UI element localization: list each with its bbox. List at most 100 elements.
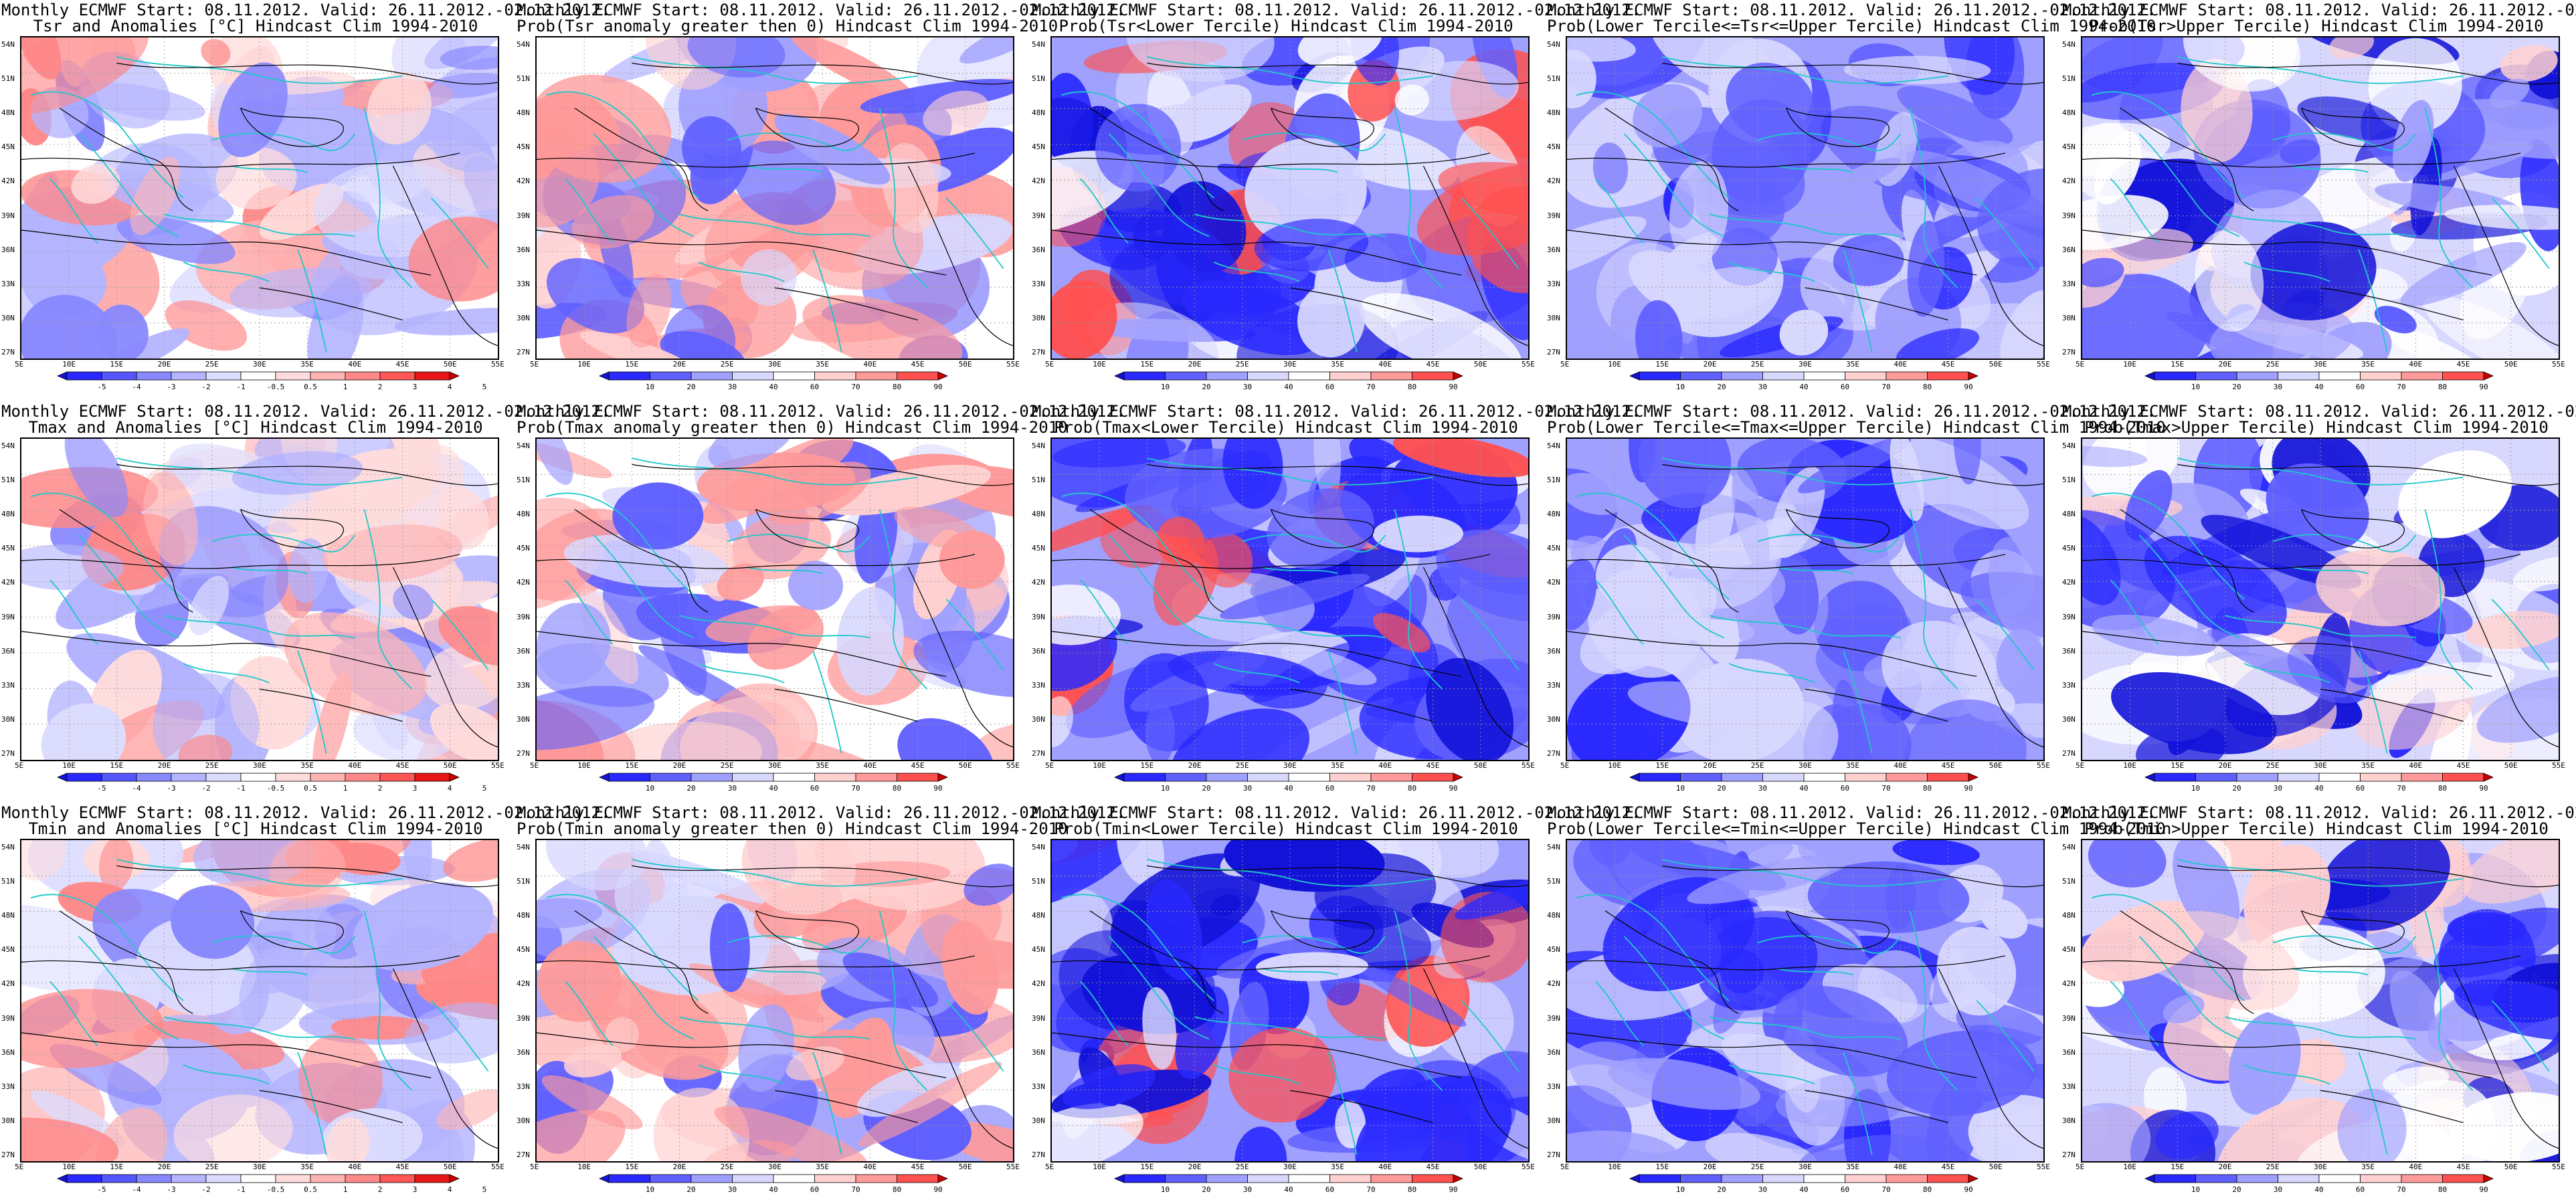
- latitude-label: 33N: [517, 1082, 530, 1091]
- colorbar-tick-label: 80: [2438, 1185, 2447, 1194]
- shading-patch: [680, 694, 816, 760]
- shading-patch: [2328, 37, 2375, 60]
- shading-patch: [547, 258, 644, 334]
- shading-patch: [882, 142, 939, 233]
- panel-title-line1: Monthly ECMWF Start: 08.11.2012. Valid: …: [517, 402, 1126, 421]
- colorbar-swatch: [2442, 371, 2484, 381]
- latitude-label: 51N: [1547, 74, 1560, 84]
- shading-patch: [464, 156, 498, 233]
- shading-patch: [1633, 84, 1703, 148]
- longitude-label: 5E: [1045, 761, 1054, 770]
- shading-patch: [923, 90, 989, 136]
- latitude-label: 30N: [1547, 1116, 1560, 1125]
- shading-patch: [2088, 840, 2167, 888]
- shading-patch: [31, 1090, 125, 1147]
- colorbar-tick-label: 20: [2232, 383, 2241, 391]
- latitude-label: 51N: [1032, 74, 1045, 84]
- colorbar-tick-label: 70: [1366, 784, 1375, 793]
- shading-patch: [541, 1075, 643, 1130]
- latitude-label: 33N: [1032, 279, 1045, 288]
- shading-patch: [1567, 559, 1597, 631]
- latitude-label: 45N: [2062, 142, 2076, 152]
- latitude-label: 48N: [1, 510, 15, 519]
- colorbar-swatch: [1885, 773, 1928, 782]
- colorbar: 10 20 30 40 60 70 80 90: [2144, 371, 2494, 399]
- shading-patch: [215, 147, 297, 210]
- latitude-label: 48N: [517, 911, 530, 920]
- shading-patch: [2489, 78, 2530, 109]
- colorbar-swatch: [1762, 1174, 1805, 1183]
- isotherm-contours: [2082, 464, 2559, 748]
- colorbar-max-arrow: [1453, 773, 1464, 782]
- shading-patch: [1596, 544, 1666, 609]
- shading-patch: [143, 472, 198, 566]
- colorbar-swatch: [101, 371, 137, 381]
- map-plot-area: [535, 437, 1014, 761]
- longitude-label: 25E: [2266, 1163, 2280, 1171]
- longitude-label: 30E: [1799, 360, 1812, 369]
- colorbar-swatch: [2401, 371, 2443, 381]
- shading-patch: [1897, 86, 2013, 146]
- shaded-field: [21, 840, 498, 1161]
- colorbar-tick-label: 30: [1243, 784, 1252, 793]
- colorbar-swatch: [1288, 773, 1330, 782]
- map-plot-area: [20, 36, 499, 360]
- shading-patch: [232, 451, 363, 495]
- latitude-label: 51N: [1, 74, 15, 84]
- colorbar-tick-label: 30: [1758, 1185, 1767, 1194]
- latitude-label: 51N: [517, 74, 530, 84]
- colorbar: -5 -4 -3 -2 -1 -0.5 0.5 1 2 3 4 5: [56, 1174, 486, 1201]
- latitude-label: 42N: [1547, 578, 1560, 587]
- latitude-label: 36N: [2062, 245, 2076, 254]
- colorbar-swatch: [1927, 371, 1969, 381]
- latitude-label: 33N: [1, 279, 15, 288]
- longitude-label: 10E: [1093, 1163, 1107, 1171]
- colorbar-swatch: [650, 773, 692, 782]
- latitude-label: 33N: [1547, 1082, 1560, 1091]
- shading-patch: [786, 1046, 844, 1081]
- colorbar-swatch: [1370, 773, 1412, 782]
- colorbar-swatch: [1247, 1174, 1289, 1183]
- colorbar-swatch: [310, 773, 346, 782]
- latitude-label: 54N: [1547, 843, 1560, 851]
- colorbar-swatch: [1721, 1174, 1763, 1183]
- panel-title-line1: Monthly ECMWF Start: 08.11.2012. Valid: …: [1547, 803, 2156, 822]
- latitude-label: 42N: [517, 979, 530, 989]
- shading-patch: [1220, 573, 1370, 619]
- map-plot-area: [1050, 839, 1530, 1163]
- shading-patch: [1807, 861, 1970, 934]
- longitude-label: 30E: [768, 761, 781, 770]
- colorbar-tick-label: 30: [728, 1185, 737, 1194]
- longitude-label: 5E: [1045, 360, 1054, 369]
- shaded-field: [2082, 439, 2559, 760]
- colorbar-swatch: [240, 371, 276, 381]
- colorbar-max-arrow: [449, 1174, 460, 1183]
- colorbar-tick-label: -0.5: [267, 383, 285, 391]
- longitude-label: 5E: [2076, 360, 2085, 369]
- latitude-label: 27N: [2062, 1150, 2076, 1159]
- latitude-label: 45N: [2062, 945, 2076, 955]
- colorbar-tick-label: 3: [413, 1185, 418, 1194]
- latitude-label: 48N: [2062, 108, 2076, 118]
- colorbar-swatch: [1927, 773, 1969, 782]
- latitude-label: 33N: [1, 680, 15, 690]
- colorbar-swatch: [2442, 1174, 2484, 1183]
- longitude-label: 20E: [1188, 1163, 1202, 1171]
- colorbar-min-arrow: [2144, 371, 2155, 381]
- shading-patch: [842, 952, 939, 1008]
- latitude-label: 39N: [517, 1013, 530, 1023]
- shading-patch: [741, 840, 856, 915]
- longitude-label: 50E: [1989, 360, 2003, 369]
- longitude-label: 55E: [1006, 1163, 1020, 1171]
- latitude-label: 51N: [1547, 877, 1560, 886]
- colorbar-tick-label: 90: [933, 383, 942, 391]
- longitude-label: 45E: [395, 1163, 409, 1171]
- shading-patch: [95, 1107, 167, 1161]
- shading-patch: [1052, 584, 1121, 645]
- shading-patch: [41, 703, 126, 760]
- colorbar-swatch: [345, 1174, 381, 1183]
- shading-patch: [941, 920, 999, 1015]
- colorbar-max-arrow: [937, 1174, 949, 1183]
- colorbar-swatch: [171, 371, 207, 381]
- isotherm-contours: [1052, 865, 1528, 1149]
